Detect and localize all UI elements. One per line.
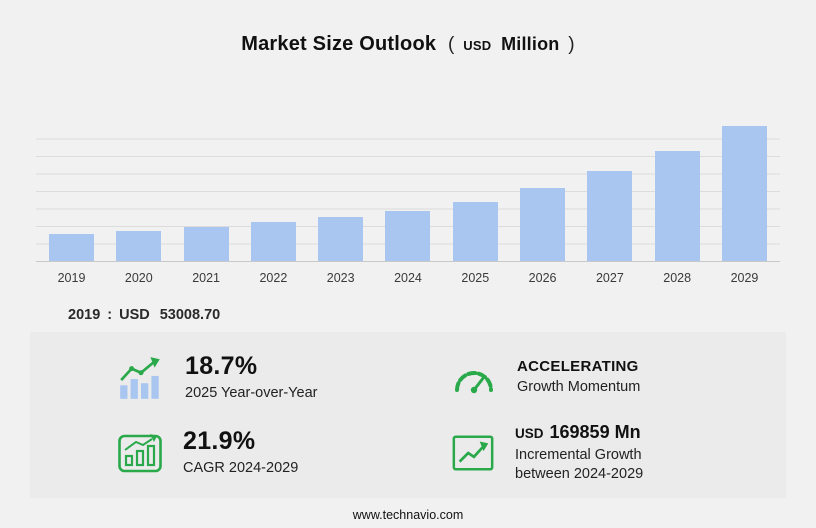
x-tick-2029: 2029 — [730, 271, 759, 285]
bar-2025 — [452, 202, 498, 261]
page-title: Market Size Outlook ( USD Million ) — [0, 33, 816, 56]
x-axis-labels: 2019 2020 2021 2022 2023 2024 2025 2026 2027 2028… — [36, 271, 780, 285]
stat-label-line1: Incremental Growth — [515, 446, 642, 463]
stat-growth-momentum: ACCELERATING Growth Momentum — [408, 357, 786, 399]
stat-yoy-growth: 18.7% 2025 Year-over-Year — [30, 352, 408, 403]
x-tick-2020: 2020 — [124, 271, 153, 285]
stat-text: USD 169859 Mn Incremental Growth between … — [515, 422, 643, 484]
stat-text: 21.9% CAGR 2024-2029 — [183, 427, 298, 478]
market-size-bar-chart: 2019 2020 2021 2022 2023 2024 2025 2026 2027 2028… — [36, 122, 780, 285]
speedometer-icon — [450, 357, 498, 399]
bar-2024 — [385, 211, 431, 261]
bar-2026 — [520, 188, 566, 261]
incremental-growth-icon — [450, 430, 496, 476]
x-tick-2024: 2024 — [394, 271, 422, 285]
unit-close-paren: ) — [568, 34, 575, 55]
stat-label: 2025 Year-over-Year — [185, 385, 318, 402]
bar-2020 — [116, 231, 162, 261]
x-tick-2026: 2026 — [528, 271, 557, 285]
baseline-year: 2019 — [68, 307, 101, 323]
stats-panel: 18.7% 2025 Year-over-Year ACCELERATING G… — [30, 332, 786, 498]
x-tick-2019: 2019 — [57, 271, 86, 285]
stat-value: ACCELERATING — [517, 358, 639, 376]
stat-label: CAGR 2024-2029 — [183, 460, 299, 477]
stat-incremental-growth: USD 169859 Mn Incremental Growth between … — [408, 422, 786, 484]
header: Market Size Outlook ( USD Million ) — [0, 0, 816, 56]
bar-2022 — [250, 222, 296, 261]
bar-chart-plot — [36, 122, 780, 262]
unit-currency: USD — [463, 38, 492, 53]
stat-value: USD 169859 Mn — [515, 422, 643, 443]
stat-value-amount: 169859 Mn — [549, 421, 641, 442]
stat-text: ACCELERATING Growth Momentum — [517, 358, 640, 397]
stat-value: 21.9% — [183, 427, 256, 456]
stat-label: Incremental Growth between 2024-2029 — [515, 446, 643, 484]
title-text: Market Size Outlook — [241, 33, 437, 55]
stat-text: 18.7% 2025 Year-over-Year — [185, 352, 317, 403]
unit-open-paren: ( — [447, 34, 455, 55]
footer: www.technavio.com — [0, 508, 816, 522]
stat-label: Growth Momentum — [517, 379, 641, 396]
bar-2028 — [654, 151, 700, 261]
baseline-currency: USD — [119, 307, 150, 323]
x-tick-2028: 2028 — [663, 271, 692, 285]
x-tick-2021: 2021 — [192, 271, 220, 285]
x-tick-2023: 2023 — [326, 271, 355, 285]
bar-chart-growth-icon — [116, 354, 166, 402]
bar-2023 — [318, 217, 364, 261]
x-tick-2027: 2027 — [595, 271, 624, 285]
baseline-annotation: 2019: USD 53008.70 — [68, 307, 816, 323]
bar-2021 — [183, 227, 229, 261]
stat-value: 18.7% — [185, 352, 258, 381]
baseline-value: 53008.70 — [159, 307, 221, 323]
bar-2027 — [587, 171, 633, 261]
x-tick-2022: 2022 — [259, 271, 288, 285]
bar-2019 — [49, 234, 94, 261]
stat-label-line2: between 2024-2029 — [515, 465, 644, 482]
unit-word: Million — [501, 34, 560, 54]
website-url: www.technavio.com — [352, 508, 464, 522]
stat-value-currency: USD — [515, 425, 544, 441]
cagr-chart-icon — [116, 429, 164, 477]
x-tick-2025: 2025 — [461, 271, 490, 285]
baseline-separator: : — [107, 307, 113, 323]
bar-2029 — [721, 126, 767, 261]
stat-cagr: 21.9% CAGR 2024-2029 — [30, 427, 408, 478]
